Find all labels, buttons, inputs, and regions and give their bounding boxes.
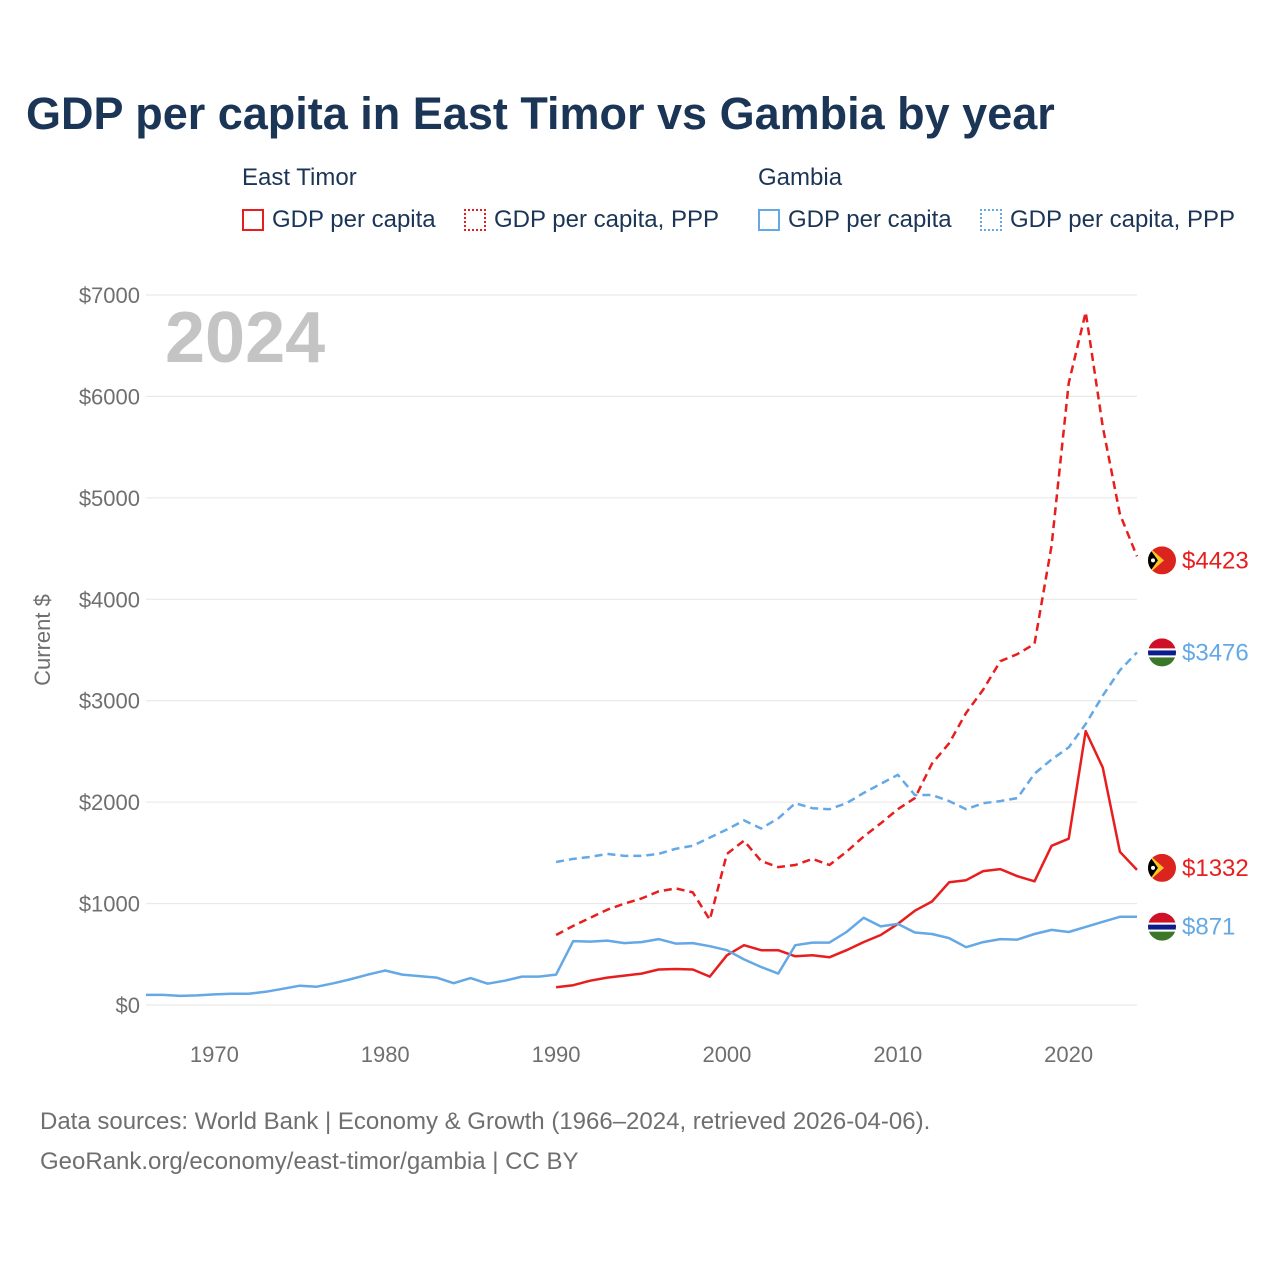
east-timor-flag-icon	[1148, 853, 1176, 882]
legend-gambia-gdp[interactable]: GDP per capita	[758, 206, 952, 234]
legend-label: GDP per capita, PPP	[1010, 206, 1235, 233]
gambia-flag-icon	[1148, 912, 1176, 941]
series-line	[555, 310, 1139, 937]
y-tick-label: $1000	[79, 892, 140, 917]
footer-credit: GeoRank.org/economy/east-timor/gambia | …	[40, 1148, 579, 1175]
line-chart: 2024 $0 $1000 $2000 $3000 $4000 $5000 $6000 $700…	[30, 283, 1249, 1067]
series-end-label: $3476	[1182, 639, 1249, 666]
footer-sources: Data sources: World Bank | Economy & Gro…	[40, 1108, 931, 1135]
y-tick-label: $6000	[79, 384, 140, 409]
x-tick-label: 2000	[702, 1042, 751, 1067]
y-tick-label: $3000	[79, 689, 140, 714]
legend-east-timor-gdp-ppp[interactable]: GDP per capita, PPP	[464, 206, 719, 234]
legend-group-gambia: Gambia	[758, 164, 843, 191]
legend-swatch-dotted-red	[464, 209, 486, 231]
legend-label: GDP per capita	[272, 206, 436, 233]
east-timor-flag-icon	[1148, 546, 1176, 575]
x-tick-label: 1980	[361, 1042, 410, 1067]
x-tick-label: 1970	[190, 1042, 239, 1067]
y-tick-label: $7000	[79, 283, 140, 308]
legend-swatch-solid-blue	[758, 209, 780, 231]
x-tick-label: 2020	[1044, 1042, 1093, 1067]
legend-east-timor-gdp[interactable]: GDP per capita	[242, 206, 436, 234]
gambia-flag-icon	[1148, 638, 1176, 667]
series-end-label: $4423	[1182, 547, 1249, 574]
y-tick-label: $2000	[79, 790, 140, 815]
series-end-label: $1332	[1182, 855, 1249, 882]
legend-group-east-timor: East Timor	[242, 164, 357, 191]
legend-label: GDP per capita, PPP	[494, 206, 719, 233]
legend-label: GDP per capita	[788, 206, 952, 233]
legend-swatch-solid-red	[242, 209, 264, 231]
x-tick-label: 2010	[873, 1042, 922, 1067]
series-line	[555, 651, 1138, 864]
series-end-label: $871	[1182, 914, 1235, 941]
chart-title: GDP per capita in East Timor vs Gambia b…	[26, 88, 1055, 139]
year-watermark: 2024	[165, 298, 325, 378]
series-line	[146, 915, 1138, 998]
legend-swatch-dotted-blue	[980, 209, 1002, 231]
y-tick-label: $5000	[79, 486, 140, 511]
y-tick-label: $0	[116, 993, 140, 1018]
y-axis-label: Current $	[30, 594, 55, 686]
y-tick-label: $4000	[79, 587, 140, 612]
x-tick-label: 1990	[532, 1042, 581, 1067]
legend-gambia-gdp-ppp[interactable]: GDP per capita, PPP	[980, 206, 1235, 234]
series-line	[555, 729, 1138, 989]
